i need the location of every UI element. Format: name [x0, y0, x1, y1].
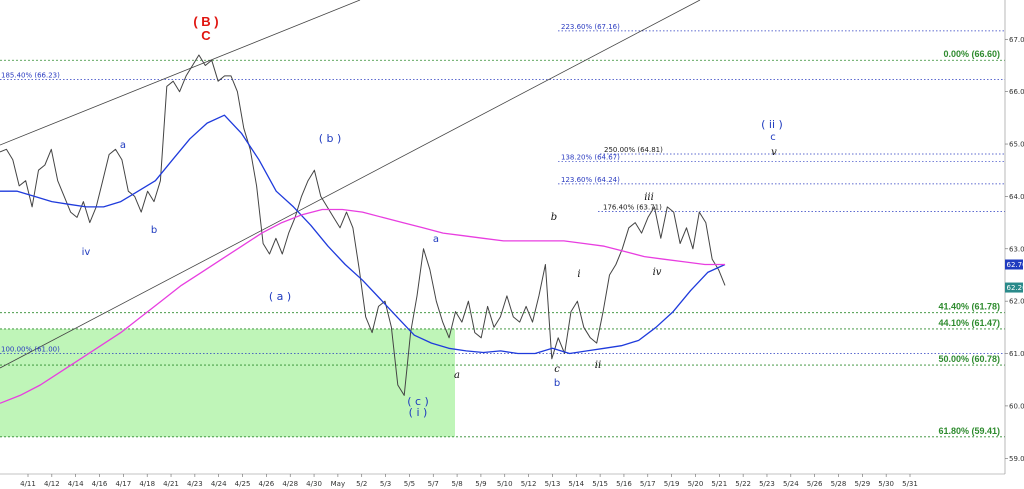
y-tick-label: 67.00: [1009, 36, 1024, 44]
extension-level-label: 185.40% (66.23): [1, 72, 60, 80]
extension-level-label: 138.20% (64.67): [561, 153, 620, 161]
moving-average-magenta: [0, 208, 725, 404]
x-tick-label: 4/14: [68, 480, 84, 488]
x-tick-label: 4/23: [187, 480, 203, 488]
fib-level-label: 61.80% (59.41): [938, 426, 1000, 436]
x-tick-label: 4/30: [306, 480, 322, 488]
x-tick-label: 5/19: [664, 480, 680, 488]
wave-label: v: [771, 147, 777, 158]
fib-level-label: 50.00% (60.78): [938, 354, 1000, 364]
x-tick-label: 4/25: [235, 480, 251, 488]
y-tick-label: 62.00: [1009, 298, 1024, 306]
wave-label: b: [551, 212, 557, 223]
y-tick-label: 64.00: [1009, 193, 1024, 201]
wave-label: ( b ): [319, 132, 342, 145]
fib-level-label: 41.40% (61.78): [938, 302, 1000, 312]
wave-label: ( a ): [269, 290, 291, 303]
wave-label: b: [554, 378, 560, 389]
wave-label: ( i ): [409, 406, 428, 419]
x-tick-label: 5/30: [878, 480, 894, 488]
x-tick-label: 5/24: [783, 480, 799, 488]
x-tick-label: 5/8: [451, 480, 462, 488]
y-tick-label: 63.00: [1009, 245, 1024, 253]
x-tick-label: 5/3: [380, 480, 391, 488]
price-badge: [1005, 259, 1023, 270]
x-tick-label: 5/15: [592, 480, 608, 488]
x-tick-label: 5/23: [759, 480, 775, 488]
x-tick-label: 5/31: [902, 480, 918, 488]
wave-label: iii: [644, 192, 654, 203]
wave-label: ( ii ): [761, 118, 783, 131]
wave-label: ( c ): [407, 395, 429, 408]
fib-level-label: 0.00% (66.60): [943, 49, 1000, 59]
price-badge: [1005, 282, 1023, 293]
extension-level-label: 123.60% (64.24): [561, 176, 620, 184]
y-tick-label: 66.00: [1009, 88, 1024, 96]
x-tick-label: 4/11: [20, 480, 36, 488]
x-tick-label: 5/16: [616, 480, 632, 488]
x-tick-label: 4/26: [259, 480, 275, 488]
x-tick-label: 4/12: [44, 480, 60, 488]
x-tick-label: 5/13: [545, 480, 561, 488]
moving-average-blue: [0, 114, 726, 355]
x-tick-label: 4/17: [115, 480, 131, 488]
x-tick-label: 5/29: [854, 480, 870, 488]
fib-zone: [0, 328, 455, 437]
x-tick-label: 4/18: [139, 480, 155, 488]
y-tick-label: 61.00: [1009, 350, 1024, 358]
x-tick-label: May: [331, 480, 345, 488]
x-tick-label: 5/9: [475, 480, 486, 488]
x-tick-label: 5/2: [356, 480, 367, 488]
wave-label: iv: [82, 247, 91, 258]
x-tick-label: 4/28: [282, 480, 298, 488]
x-tick-label: 5/7: [428, 480, 439, 488]
x-tick-label: 5/22: [735, 480, 751, 488]
wave-label: c: [554, 364, 560, 375]
wave-label: i: [577, 269, 580, 280]
wave-label: c: [770, 132, 776, 143]
price-series-line: [0, 54, 726, 396]
trend-line-upper: [0, 0, 361, 146]
x-tick-label: 5/17: [640, 480, 656, 488]
extension-level-label: 176.40% (63.71): [603, 204, 662, 212]
y-tick-label: 60.00: [1009, 402, 1024, 410]
price-badge-label: 62.26: [1007, 284, 1024, 292]
x-tick-label: 5/21: [711, 480, 727, 488]
trend-line-lower: [0, 0, 701, 369]
x-tick-label: 5/14: [568, 480, 584, 488]
x-tick-label: 5/10: [497, 480, 513, 488]
wave-label: iv: [653, 267, 662, 278]
extension-level-label: 223.60% (67.16): [561, 23, 620, 31]
x-tick-label: 5/5: [404, 480, 415, 488]
wave-label: a: [454, 370, 460, 381]
wave-label: ii: [595, 360, 601, 371]
x-tick-label: 5/28: [831, 480, 847, 488]
y-tick-label: 59.00: [1009, 455, 1024, 463]
price-badge-label: 62.70: [1007, 261, 1024, 269]
x-tick-label: 5/26: [807, 480, 823, 488]
wave-label: a: [433, 234, 439, 245]
fib-level-label: 44.10% (61.47): [938, 318, 1000, 328]
x-tick-label: 5/12: [521, 480, 537, 488]
x-tick-label: 5/20: [688, 480, 704, 488]
wave-label: a: [120, 140, 126, 151]
wave-label: ( B ): [193, 14, 218, 29]
wave-label: C: [201, 28, 211, 43]
y-tick-label: 65.00: [1009, 141, 1024, 149]
extension-level-label: 100.00% (61.00): [1, 346, 60, 354]
x-tick-label: 4/21: [163, 480, 179, 488]
wave-label: b: [151, 225, 157, 236]
x-tick-label: 4/16: [92, 480, 108, 488]
extension-level-label: 250.00% (64.81): [604, 146, 663, 154]
x-tick-label: 4/24: [211, 480, 227, 488]
